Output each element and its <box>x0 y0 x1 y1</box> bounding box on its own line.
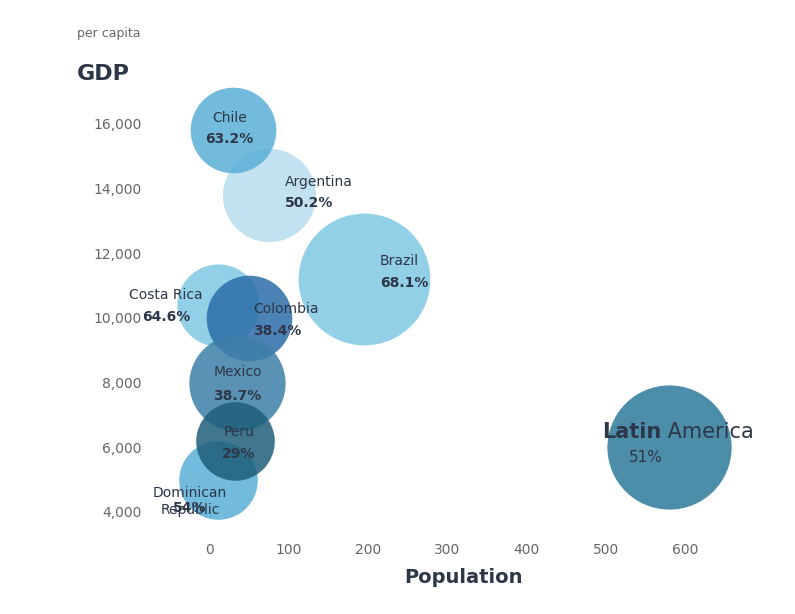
Text: 50.2%: 50.2% <box>285 196 333 210</box>
Text: 38.4%: 38.4% <box>254 324 301 338</box>
Point <box>211 300 224 310</box>
Text: 64.6%: 64.6% <box>142 310 190 324</box>
Text: Colombia: Colombia <box>254 302 319 316</box>
Text: Mexico: Mexico <box>213 365 262 379</box>
Point <box>263 190 276 200</box>
Text: GDP: GDP <box>76 64 130 84</box>
Text: Brazil: Brazil <box>380 254 419 268</box>
Text: 51%: 51% <box>628 451 662 465</box>
Text: Costa Rica: Costa Rica <box>130 288 203 301</box>
Text: 54%: 54% <box>173 500 207 515</box>
Text: 63.2%: 63.2% <box>205 132 254 146</box>
Text: 68.1%: 68.1% <box>380 276 429 290</box>
Text: per capita: per capita <box>76 27 140 40</box>
Text: Peru: Peru <box>223 425 254 439</box>
Text: America: America <box>661 422 754 442</box>
Text: Chile: Chile <box>212 111 247 125</box>
Point <box>358 274 370 284</box>
X-axis label: Population: Population <box>404 568 522 587</box>
Text: Argentina: Argentina <box>285 175 353 189</box>
Point <box>243 313 256 323</box>
Point <box>231 378 244 387</box>
Point <box>229 436 242 446</box>
Point <box>227 125 240 135</box>
Text: 38.7%: 38.7% <box>213 389 262 403</box>
Text: Latin: Latin <box>602 422 661 442</box>
Point <box>663 442 676 452</box>
Text: Dominican
Republic: Dominican Republic <box>153 486 227 518</box>
Text: 29%: 29% <box>223 447 256 461</box>
Point <box>211 475 224 484</box>
